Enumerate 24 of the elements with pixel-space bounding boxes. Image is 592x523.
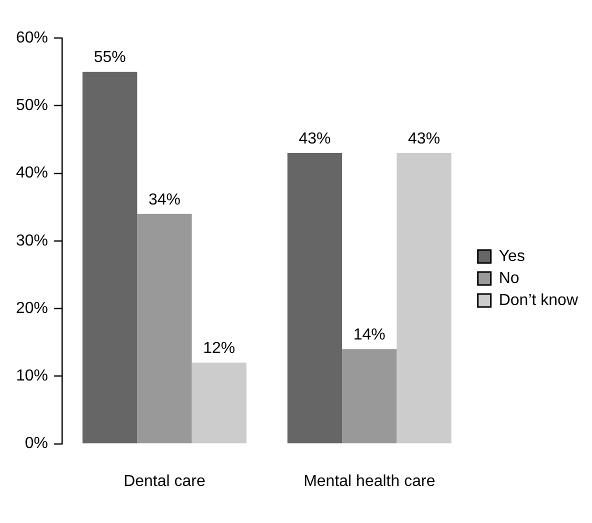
y-tick-label: 40%: [16, 164, 48, 182]
y-tick-label: 20%: [16, 300, 48, 317]
bar: [137, 214, 192, 444]
data-label: 43%: [298, 130, 331, 148]
y-tick-label: 30%: [16, 232, 48, 250]
x-tick-label: Mental health care: [304, 472, 436, 490]
y-tick-label: 0%: [24, 435, 48, 452]
bar: [82, 72, 138, 444]
legend-label: No: [498, 270, 520, 287]
y-tick-label: 60%: [16, 29, 48, 46]
bar: [342, 349, 397, 444]
data-label: 55%: [94, 49, 126, 66]
data-label: 14%: [353, 326, 386, 344]
y-tick-label: 50%: [16, 97, 48, 114]
bar: [192, 362, 246, 444]
y-tick-label: 10%: [16, 368, 48, 385]
legend-label: Don’t know: [498, 292, 578, 309]
data-label: 34%: [148, 191, 180, 208]
bar: [287, 152, 342, 444]
legend-label: Yes: [498, 248, 525, 265]
x-tick-label: Dental care: [124, 472, 206, 490]
data-label: 43%: [408, 130, 440, 148]
data-label: 12%: [203, 340, 236, 358]
bar: [396, 152, 452, 444]
